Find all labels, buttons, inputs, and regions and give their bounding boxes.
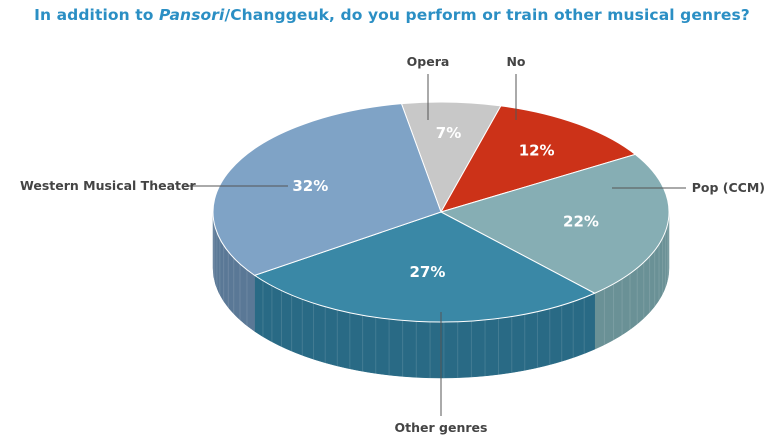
pct-label-pop-ccm: 22% bbox=[563, 213, 599, 231]
pie-side-walls bbox=[212, 211, 670, 379]
category-label-opera: Opera bbox=[407, 54, 450, 69]
category-label-other-genres: Other genres bbox=[395, 420, 488, 435]
pct-label-no: 12% bbox=[519, 141, 555, 159]
title-italic-part: Pansori bbox=[159, 6, 225, 24]
pie-slice-no bbox=[439, 105, 637, 213]
title-part-2: /Changgeuk, do you perform or train othe… bbox=[224, 6, 750, 24]
category-label-western-musical-theater: Western Musical Theater bbox=[20, 178, 196, 193]
pie-slice-western-musical-theater bbox=[212, 103, 442, 276]
category-labels: Opera No Pop (CCM) Other genres Western Musi… bbox=[20, 54, 765, 435]
pie-slice-pop-ccm bbox=[439, 153, 670, 294]
title-part-1: In addition to bbox=[34, 6, 160, 24]
pct-label-other-genres: 27% bbox=[409, 263, 445, 281]
pie-slice-other-genres bbox=[253, 211, 596, 323]
category-label-pop-ccm: Pop (CCM) bbox=[692, 180, 765, 195]
pct-label-western-musical-theater: 32% bbox=[292, 177, 328, 195]
pct-label-opera: 7% bbox=[436, 124, 461, 142]
category-label-no: No bbox=[506, 54, 525, 69]
chart-title: In addition to Pansori/Changgeuk, do you… bbox=[0, 6, 784, 24]
pie-top bbox=[212, 101, 670, 323]
